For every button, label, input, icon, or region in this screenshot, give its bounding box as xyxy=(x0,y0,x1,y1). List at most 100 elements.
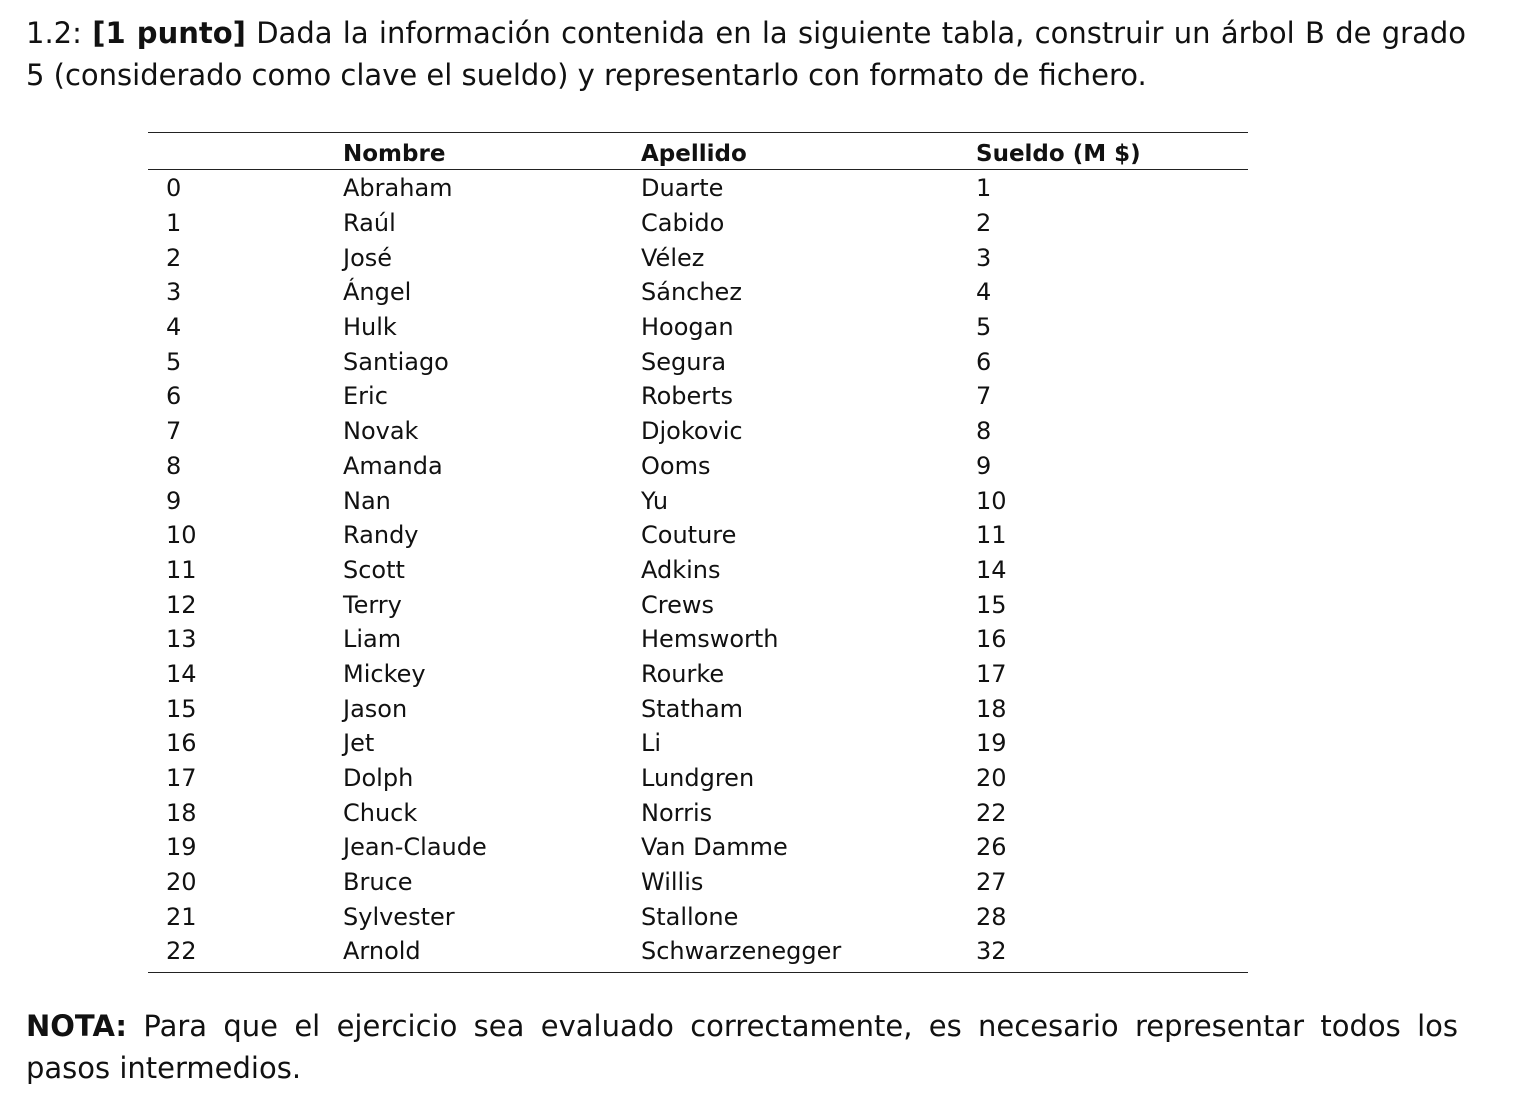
row-index: 13 xyxy=(166,625,197,654)
row-nombre: Chuck xyxy=(343,798,418,827)
row-nombre: Arnold xyxy=(343,937,421,966)
row-index: 8 xyxy=(166,451,182,480)
table-row: 18 Chuck Norris 22 xyxy=(148,796,1248,831)
note-label: NOTA: xyxy=(26,1009,128,1043)
row-index: 7 xyxy=(166,417,182,446)
row-index: 10 xyxy=(166,521,197,550)
row-nombre: Bruce xyxy=(343,868,413,897)
row-nombre: Abraham xyxy=(343,174,453,203)
row-sueldo: 3 xyxy=(976,243,992,272)
row-index: 2 xyxy=(166,243,182,272)
row-apellido: Willis xyxy=(641,868,704,897)
row-index: 1 xyxy=(166,209,182,238)
row-index: 14 xyxy=(166,659,197,688)
table-row: 12 Terry Crews 15 xyxy=(148,588,1248,623)
header-sueldo: Sueldo (M $) xyxy=(976,141,1141,167)
row-apellido: Roberts xyxy=(641,382,734,411)
table-row: 16 Jet Li 19 xyxy=(148,727,1248,762)
row-nombre: Ángel xyxy=(343,278,412,307)
data-table: Nombre Apellido Sueldo (M $) 0 Abraham Dua… xyxy=(148,132,1248,973)
table-row: 10 Randy Couture 11 xyxy=(148,519,1248,554)
row-sueldo: 18 xyxy=(976,694,1007,723)
row-sueldo: 10 xyxy=(976,486,1007,515)
row-nombre: Amanda xyxy=(343,451,443,480)
table-row: 3 Ángel Sánchez 4 xyxy=(148,276,1248,311)
row-apellido: Adkins xyxy=(641,555,721,584)
row-index: 18 xyxy=(166,798,197,827)
row-nombre: Sylvester xyxy=(343,902,455,931)
row-sueldo: 14 xyxy=(976,555,1007,584)
table-row: 19 Jean-Claude Van Damme 26 xyxy=(148,831,1248,866)
row-apellido: Sánchez xyxy=(641,278,742,307)
row-nombre: Raúl xyxy=(343,209,396,238)
row-apellido: Rourke xyxy=(641,659,725,688)
row-apellido: Norris xyxy=(641,798,713,827)
row-nombre: Scott xyxy=(343,555,405,584)
row-apellido: Crews xyxy=(641,590,714,619)
row-sueldo: 15 xyxy=(976,590,1007,619)
row-apellido: Li xyxy=(641,729,662,758)
row-index: 3 xyxy=(166,278,182,307)
row-sueldo: 17 xyxy=(976,659,1007,688)
row-sueldo: 1 xyxy=(976,174,992,203)
row-index: 21 xyxy=(166,902,197,931)
row-apellido: Yu xyxy=(641,486,669,515)
header-nombre: Nombre xyxy=(343,141,446,167)
table-row: 5 Santiago Segura 6 xyxy=(148,345,1248,380)
row-sueldo: 6 xyxy=(976,347,992,376)
row-nombre: Jet xyxy=(343,729,375,758)
table-header: Nombre Apellido Sueldo (M $) xyxy=(148,133,1248,170)
question-number: 1.2: xyxy=(26,16,82,50)
row-nombre: Jean-Claude xyxy=(343,833,487,862)
question-text: Dada la información contenida en la sigu… xyxy=(26,16,1467,92)
row-sueldo: 32 xyxy=(976,937,1007,966)
row-apellido: Van Damme xyxy=(641,833,788,862)
row-index: 9 xyxy=(166,486,182,515)
row-apellido: Statham xyxy=(641,694,744,723)
row-nombre: José xyxy=(343,243,393,272)
table-row: 4 Hulk Hoogan 5 xyxy=(148,311,1248,346)
row-sueldo: 2 xyxy=(976,209,992,238)
row-index: 22 xyxy=(166,937,197,966)
row-nombre: Randy xyxy=(343,521,419,550)
row-apellido: Duarte xyxy=(641,174,724,203)
table-row: 13 Liam Hemsworth 16 xyxy=(148,623,1248,658)
row-sueldo: 27 xyxy=(976,868,1007,897)
table-row: 20 Bruce Willis 27 xyxy=(148,866,1248,901)
row-apellido: Stallone xyxy=(641,902,739,931)
row-sueldo: 4 xyxy=(976,278,992,307)
table-row: 1 Raúl Cabido 2 xyxy=(148,207,1248,242)
row-nombre: Eric xyxy=(343,382,388,411)
row-apellido: Segura xyxy=(641,347,727,376)
table-row: 11 Scott Adkins 14 xyxy=(148,554,1248,589)
row-sueldo: 9 xyxy=(976,451,992,480)
table-row: 8 Amanda Ooms 9 xyxy=(148,450,1248,485)
header-apellido: Apellido xyxy=(641,141,747,167)
row-sueldo: 8 xyxy=(976,417,992,446)
table-row: 15 Jason Statham 18 xyxy=(148,692,1248,727)
row-index: 5 xyxy=(166,347,182,376)
row-index: 11 xyxy=(166,555,197,584)
row-sueldo: 5 xyxy=(976,313,992,342)
row-apellido: Hemsworth xyxy=(641,625,779,654)
row-nombre: Liam xyxy=(343,625,402,654)
table-body: 0 Abraham Duarte 1 1 Raúl Cabido 2 2 José Vélez 3 3 Á… xyxy=(148,170,1248,972)
table-row: 0 Abraham Duarte 1 xyxy=(148,172,1248,207)
row-apellido: Vélez xyxy=(641,243,705,272)
row-nombre: Mickey xyxy=(343,659,426,688)
row-index: 12 xyxy=(166,590,197,619)
row-sueldo: 28 xyxy=(976,902,1007,931)
row-nombre: Santiago xyxy=(343,347,449,376)
row-apellido: Cabido xyxy=(641,209,725,238)
row-sueldo: 19 xyxy=(976,729,1007,758)
row-nombre: Hulk xyxy=(343,313,397,342)
question-statement: 1.2: [1 punto] Dada la información conte… xyxy=(26,12,1466,96)
row-apellido: Couture xyxy=(641,521,737,550)
row-index: 4 xyxy=(166,313,182,342)
header-index xyxy=(148,167,343,169)
table-row: 9 Nan Yu 10 xyxy=(148,484,1248,519)
row-apellido: Djokovic xyxy=(641,417,743,446)
row-index: 15 xyxy=(166,694,197,723)
table-row: 7 Novak Djokovic 8 xyxy=(148,415,1248,450)
table-row: 14 Mickey Rourke 17 xyxy=(148,658,1248,693)
